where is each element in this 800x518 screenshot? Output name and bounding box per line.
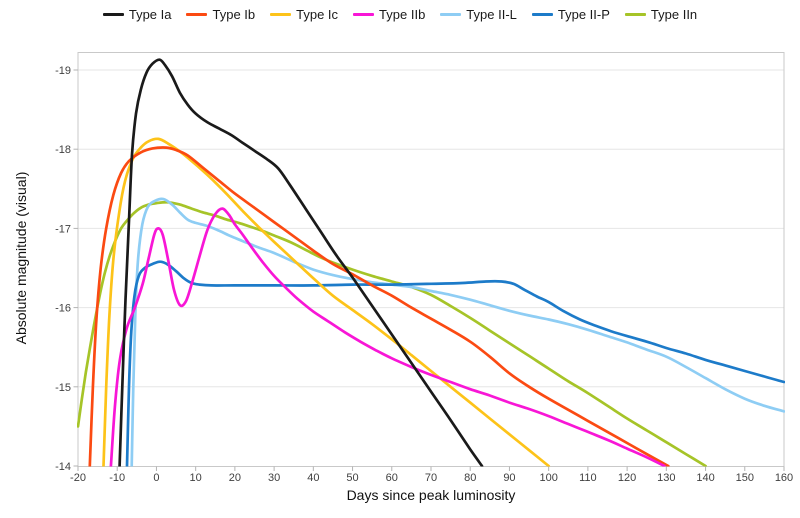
curve-type-ic[interactable] (102, 137, 551, 467)
legend-swatch-type-iib (353, 13, 375, 16)
x-tick-label-10: 10 (190, 472, 202, 484)
x-tick-label-160: 160 (775, 472, 793, 484)
legend-item-type-ii-l[interactable]: Type II-L (440, 7, 517, 22)
y-tick-label-14: -14 (55, 461, 71, 473)
x-tick-label-70: 70 (425, 472, 437, 484)
curve-type-ii-l[interactable] (130, 197, 785, 467)
legend-item-type-iin[interactable]: Type IIn (624, 7, 698, 22)
x-tick-label-150: 150 (736, 472, 754, 484)
legend-swatch-type-iin (624, 13, 646, 16)
legend-item-type-ii-p[interactable]: Type II-P (531, 7, 610, 22)
y-tick-label-18: -18 (55, 144, 71, 156)
curve-type-ia[interactable] (118, 58, 484, 467)
x-tick-label-0: 0 (153, 472, 159, 484)
x-tick-label-20: 20 (229, 472, 241, 484)
curve-type-iin[interactable] (77, 200, 707, 467)
curve-type-ib[interactable] (88, 146, 670, 467)
legend-label: Type Ia (128, 7, 172, 22)
legend: Type Ia Type Ib Type Ic Type IIb Type II-L Ty… (0, 7, 800, 22)
legend-swatch-type-ii-p (531, 13, 553, 16)
legend-swatch-type-ic (270, 13, 292, 16)
legend-swatch-type-ia (102, 13, 124, 16)
legend-swatch-type-ii-l (440, 13, 462, 16)
legend-item-type-ic[interactable]: Type Ic (270, 7, 338, 22)
x-tick-label-130: 130 (657, 472, 675, 484)
y-tick-label-16: -16 (55, 303, 71, 315)
legend-label: Type IIn (650, 7, 698, 22)
x-tick-label-80: 80 (464, 472, 476, 484)
x-tick-label-120: 120 (618, 472, 636, 484)
legend-item-type-ib[interactable]: Type Ib (186, 7, 255, 22)
x-tick-label-50: 50 (346, 472, 358, 484)
x-tick-label-30: 30 (268, 472, 280, 484)
y-axis-title: Absolute magnitude (visual) (13, 171, 29, 345)
x-tick-label-100: 100 (539, 472, 557, 484)
y-tick-label-19: -19 (55, 65, 71, 77)
legend-item-type-iib[interactable]: Type IIb (353, 7, 425, 22)
y-tick-label-15: -15 (55, 382, 71, 394)
curve-type-iib[interactable] (109, 207, 666, 467)
curve-type-ii-p[interactable] (125, 260, 785, 467)
legend-label: Type Ib (212, 7, 256, 22)
plot-border (77, 52, 785, 467)
x-tick-label--20: -20 (70, 472, 86, 484)
x-tick-label-140: 140 (696, 472, 714, 484)
legend-label: Type II-P (557, 7, 610, 22)
x-tick-label--10: -10 (109, 472, 125, 484)
legend-swatch-type-ib (186, 13, 208, 16)
x-tick-label-40: 40 (307, 472, 319, 484)
x-axis-title: Days since peak luminosity (346, 487, 516, 503)
legend-label: Type IIb (379, 7, 426, 22)
legend-item-type-ia[interactable]: Type Ia (102, 7, 172, 22)
x-tick-label-110: 110 (579, 472, 597, 484)
x-tick-label-90: 90 (503, 472, 515, 484)
y-tick-label-17: -17 (55, 223, 71, 235)
legend-label: Type II-L (466, 7, 517, 22)
legend-label: Type Ic (296, 7, 339, 22)
x-tick-label-60: 60 (386, 472, 398, 484)
